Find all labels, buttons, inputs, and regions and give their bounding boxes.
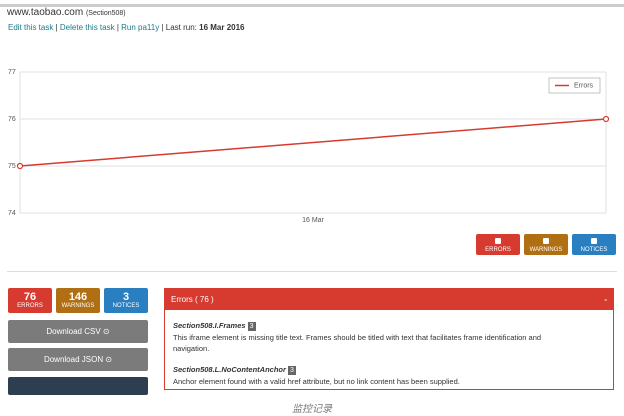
stat: 76 ERRORS [8, 288, 52, 313]
errors-panel: Errors ( 76 ) - Section508.I.Frames 3 This… [164, 288, 614, 390]
filter-notices[interactable]: NOTICES [572, 234, 616, 255]
button-label: Download JSON [43, 355, 104, 364]
standard: (Section508) [85, 10, 126, 17]
y-tick-label: 76 [8, 116, 16, 123]
line [19, 118, 607, 167]
stat-value: 3 [122, 291, 130, 303]
download-json[interactable]: Download JSON ⊙ [8, 348, 148, 371]
site: www.taobao.com [7, 7, 84, 18]
y-tick-label: 77 [8, 69, 16, 76]
point [16, 162, 24, 170]
y-tick-label: 74 [8, 210, 16, 217]
point [602, 115, 610, 123]
filter-label: WARNINGS [529, 247, 563, 253]
action-link[interactable]: Run pa11y [121, 23, 160, 32]
last-run: 16 Mar 2016 [199, 23, 245, 32]
stat-label: NOTICES [112, 303, 140, 309]
x-tick-label: 16 Mar [302, 217, 324, 224]
button-label: Download CSV [46, 327, 101, 336]
last-run-label: Last run: [165, 23, 197, 32]
stat: 3 NOTICES [104, 288, 148, 313]
stat-value: 146 [68, 291, 88, 303]
issue: Section508.L.NoContentAnchor 3 Anchor ele… [165, 354, 601, 387]
legend-label: Errors [574, 82, 594, 89]
filter-label: ERRORS [485, 247, 511, 253]
issue-count: 3 [247, 322, 256, 331]
download-csv[interactable]: Download CSV ⊙ [8, 320, 148, 343]
button[interactable] [8, 377, 148, 395]
caption: 监控记录 [292, 404, 332, 415]
chart: 74 75 76 77 16 Mar Errors [8, 69, 610, 224]
actions: Edit this task | Delete this task | Run … [8, 23, 245, 32]
y-tick-label: 75 [8, 163, 16, 170]
stat-label: ERRORS [17, 303, 43, 309]
filter-label: NOTICES [580, 247, 608, 253]
issue-code: Section508.L.NoContentAnchor [173, 365, 286, 374]
panel-header[interactable]: Errors ( 76 ) - [165, 289, 613, 310]
issue: Section508.I.Frames 3 This iframe element… [165, 310, 561, 354]
legend-box [548, 77, 601, 94]
stat-value: 76 [23, 291, 37, 303]
panel-toggle[interactable]: - [604, 295, 607, 304]
action-link[interactable]: Delete this task [59, 23, 115, 32]
divider [7, 271, 617, 272]
filter-errors[interactable]: ERRORS [476, 234, 520, 255]
action-link[interactable]: Edit this task [8, 23, 54, 32]
stat-label: WARNINGS [61, 303, 95, 309]
issue-message: Anchor element found with a valid href a… [173, 377, 460, 386]
issue-message: This iframe element is missing title tex… [173, 333, 542, 353]
stat: 146 WARNINGS [56, 288, 100, 313]
header: www.taobao.com (Section508) [7, 7, 126, 18]
filter-warnings[interactable]: WARNINGS [524, 234, 568, 255]
panel-title: Errors ( 76 ) [171, 295, 214, 304]
top-bar [0, 4, 624, 7]
issue-count: 3 [288, 366, 296, 375]
issue-code: Section508.I.Frames [173, 321, 246, 330]
